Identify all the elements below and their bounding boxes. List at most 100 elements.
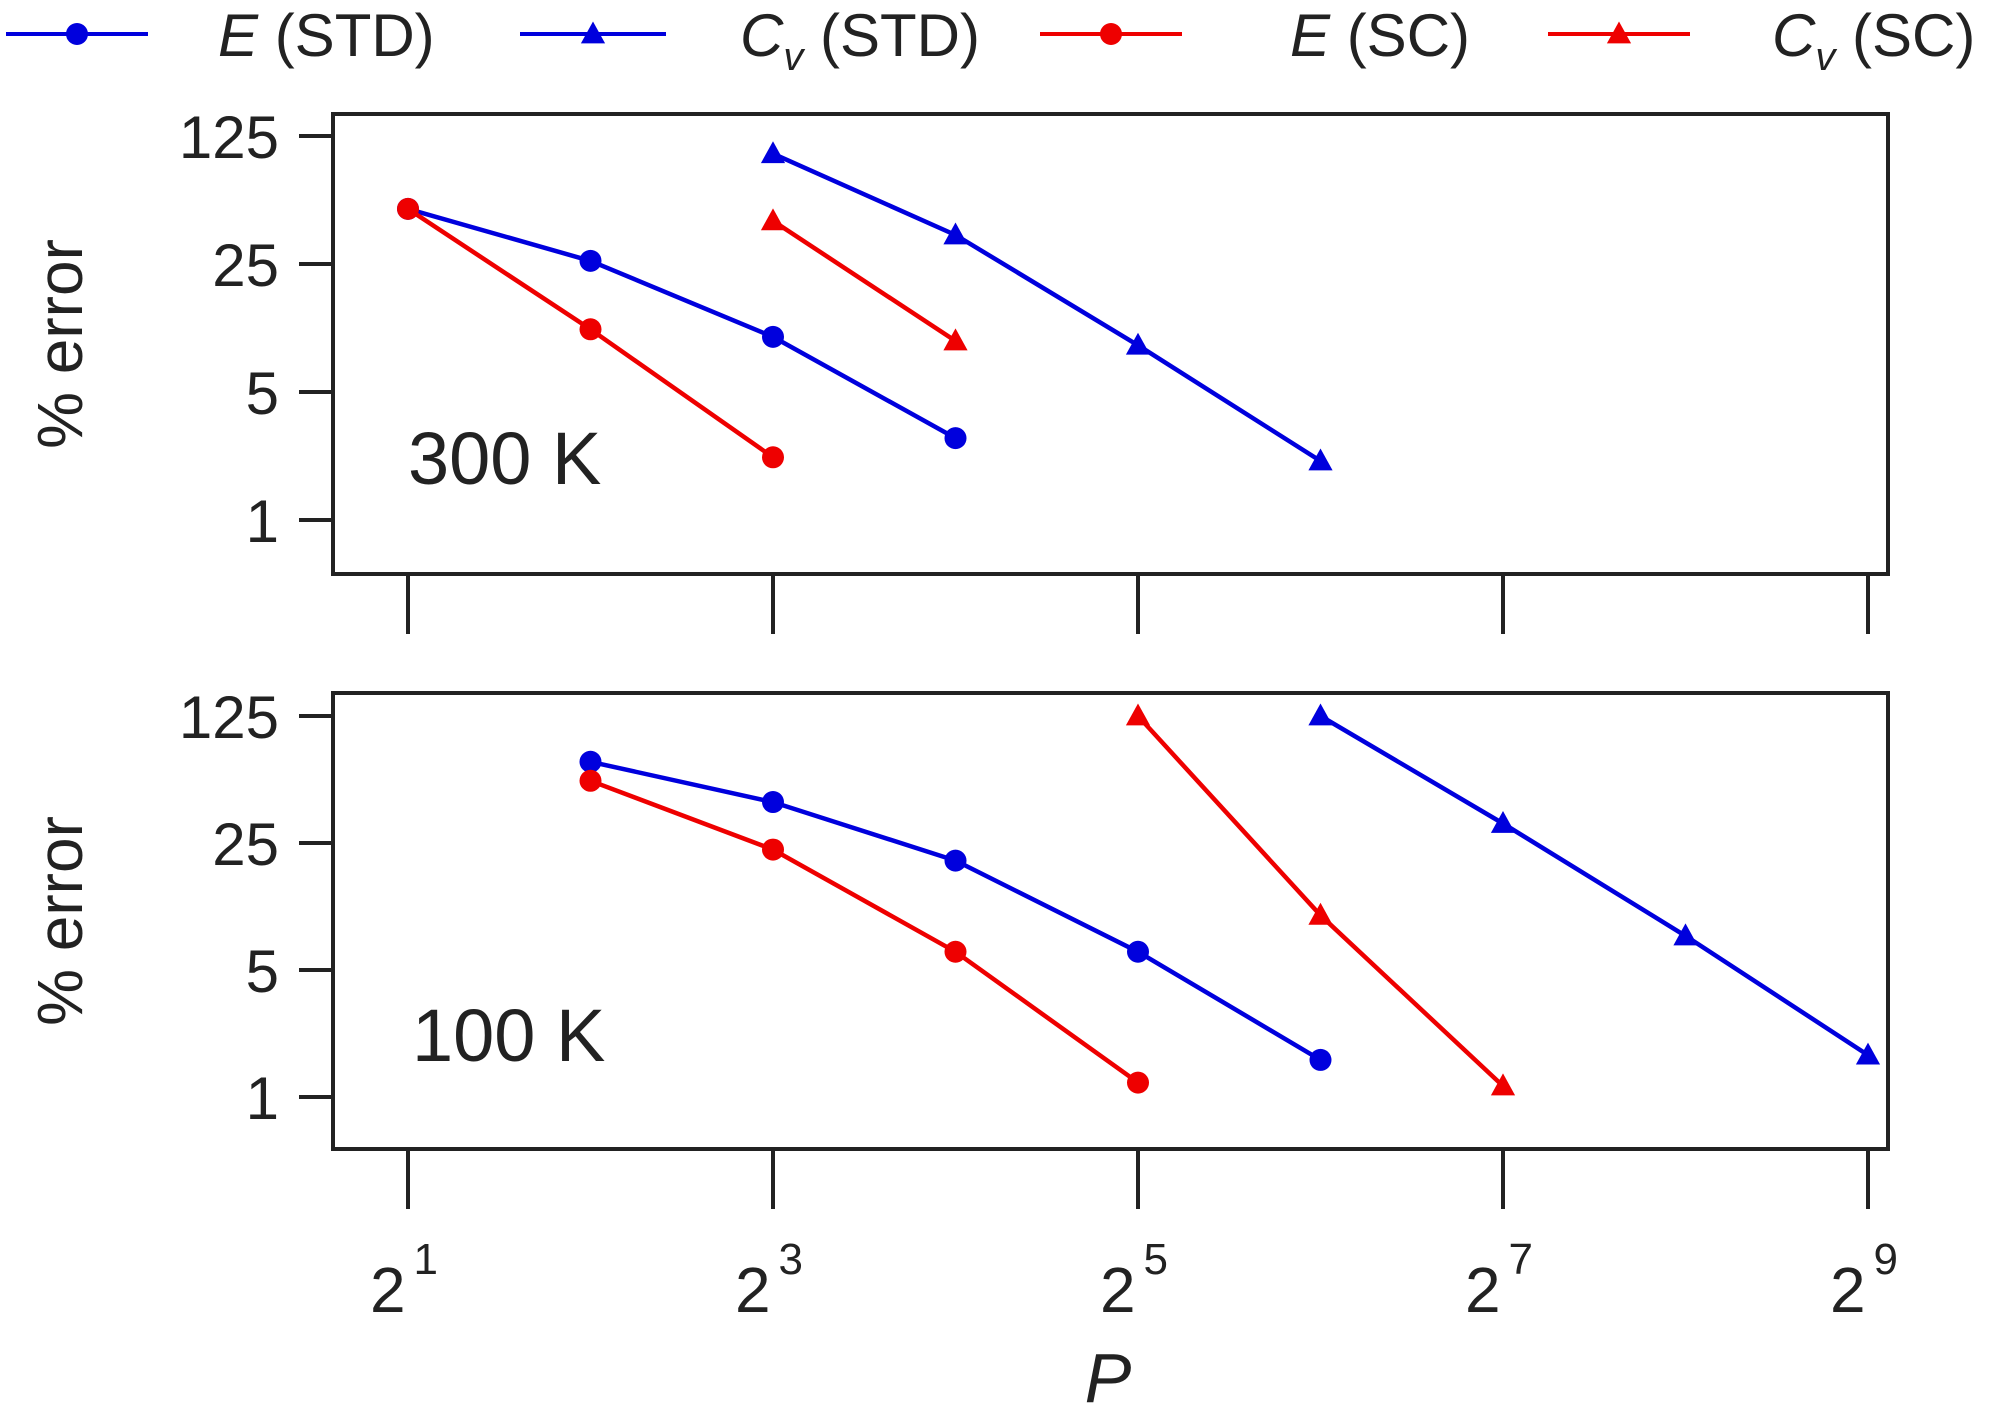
legend-item-2: E (SC) [1040, 2, 1470, 69]
point-1-0-0 [579, 750, 602, 773]
xtick-base-0: 2 [370, 1254, 406, 1326]
xtick-exp-3: 7 [1509, 1235, 1533, 1284]
ytick-label-0-0: 1 [246, 488, 279, 555]
plot-frame-0 [331, 112, 1890, 576]
xtick-base-2: 2 [1100, 1254, 1136, 1326]
legend-var-1: C [740, 2, 784, 69]
point-1-3-1 [1308, 902, 1333, 925]
point-1-2-2 [944, 940, 967, 963]
legend-label-3: Cv (SC) [1772, 2, 1975, 79]
legend-var-2: E [1290, 2, 1331, 69]
series-line-0-3 [771, 219, 957, 343]
point-1-1-0 [1308, 703, 1333, 726]
ytick-label-0-1: 5 [246, 360, 279, 427]
series-1-1 [1308, 703, 1881, 1065]
point-0-3-1 [943, 328, 968, 351]
xtick-exp-4: 9 [1874, 1235, 1898, 1284]
series-line-1-0 [590, 759, 1322, 1062]
point-1-2-3 [1127, 1071, 1149, 1094]
series-0-0 [397, 197, 967, 450]
point-1-2-1 [762, 838, 784, 861]
ylabel-1: % error [24, 816, 96, 1026]
ytick-label-0-2: 25 [212, 232, 279, 299]
annotation-0: 300 K [408, 417, 601, 500]
series-1-3 [1125, 703, 1516, 1096]
legend-var-3: C [1772, 2, 1816, 69]
ytick-label-1-1: 5 [246, 938, 279, 1005]
series-0-2 [397, 197, 784, 469]
series-line-1-3 [1136, 714, 1505, 1088]
series-line-0-0 [407, 206, 957, 441]
legend-marker-0 [66, 23, 88, 45]
legend-tag-0: (STD) [258, 2, 435, 69]
point-1-3-0 [1125, 703, 1151, 726]
ytick-label-1-0: 1 [246, 1065, 279, 1132]
panel-100k: 1 5 25 125 % error 100 K [24, 684, 1890, 1209]
point-0-2-2 [762, 446, 784, 469]
point-1-1-1 [1490, 810, 1516, 833]
point-0-3-0 [760, 208, 786, 231]
point-1-1-2 [1673, 923, 1698, 946]
legend-marker-2 [1100, 23, 1122, 45]
series-1-0 [579, 750, 1332, 1071]
legend: E (STD) Cv (STD) E (SC) Cv (SC) [6, 2, 1975, 79]
xlabel: P [1085, 1339, 1132, 1409]
series-1-2 [579, 769, 1149, 1094]
series-0-3 [760, 208, 968, 351]
point-0-1-3 [1308, 448, 1333, 471]
ytick-label-1-2: 25 [212, 811, 279, 878]
legend-item-0: E (STD) [6, 2, 435, 69]
point-0-2-0 [397, 197, 419, 220]
legend-marker-3 [1606, 21, 1632, 44]
point-0-0-2 [762, 325, 784, 348]
series-line-0-1 [772, 151, 1322, 463]
point-1-1-3 [1855, 1042, 1881, 1065]
point-0-1-1 [943, 222, 968, 245]
point-0-0-3 [944, 427, 967, 450]
ytick-label-1-3: 125 [179, 684, 279, 751]
xtick-exp-0: 1 [414, 1235, 438, 1284]
plot-frame-1 [331, 691, 1890, 1151]
ylabel-0: % error [24, 239, 96, 449]
annotation-1: 100 K [412, 994, 605, 1077]
xtick-base-3: 2 [1465, 1254, 1501, 1326]
legend-tag-2: (SC) [1330, 2, 1470, 69]
xtick-base-4: 2 [1830, 1254, 1866, 1326]
legend-item-3: Cv (SC) [1548, 2, 1975, 79]
point-1-0-4 [1309, 1048, 1332, 1071]
panel-300k: 1 5 25 125 % error 300 K [24, 104, 1890, 634]
point-1-0-3 [1127, 940, 1149, 963]
point-1-0-1 [762, 791, 784, 814]
legend-label-0: E (STD) [218, 2, 435, 69]
series-0-1 [760, 141, 1333, 471]
point-0-2-1 [579, 318, 602, 341]
legend-sub-3: v [1815, 35, 1837, 79]
point-0-1-0 [760, 141, 786, 164]
legend-label-1: Cv (STD) [740, 2, 980, 79]
legend-sub-1: v [783, 35, 805, 79]
xtick-exp-1: 3 [779, 1235, 803, 1284]
point-1-3-2 [1490, 1073, 1516, 1096]
point-0-1-2 [1125, 332, 1151, 355]
legend-tag-3: (SC) [1835, 2, 1975, 69]
legend-tag-1: (STD) [803, 2, 980, 69]
legend-var-0: E [218, 2, 259, 69]
point-0-0-1 [579, 249, 602, 272]
x-axis: 2 1 2 3 2 5 2 7 2 9P [370, 1235, 1898, 1409]
ytick-label-0-3: 125 [179, 104, 279, 171]
legend-item-1: Cv (STD) [520, 2, 980, 79]
xtick-base-1: 2 [735, 1254, 771, 1326]
point-1-0-2 [944, 849, 967, 872]
legend-marker-1 [580, 21, 606, 44]
series-line-1-1 [1319, 714, 1870, 1057]
xtick-exp-2: 5 [1144, 1235, 1168, 1284]
legend-label-2: E (SC) [1290, 2, 1470, 69]
series-line-1-2 [589, 778, 1140, 1085]
point-1-2-0 [579, 769, 602, 792]
